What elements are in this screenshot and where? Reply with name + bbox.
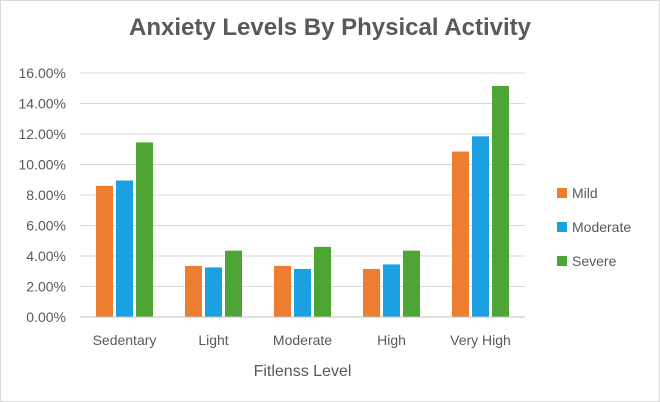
bar-mild-light [185, 265, 202, 317]
chart-title: Anxiety Levels By Physical Activity [129, 14, 531, 41]
y-tick-label: 12.00% [19, 126, 66, 142]
bar-moderate-high [383, 264, 400, 317]
bar-mild-moderate [274, 265, 291, 317]
bar-severe-very-high [492, 85, 509, 318]
x-tick-label: Very High [450, 332, 511, 348]
x-tick-label: Sedentary [93, 332, 157, 348]
x-tick-label: Moderate [273, 332, 332, 348]
y-tick-label: 0.00% [26, 309, 66, 325]
bar-mild-high [363, 268, 380, 317]
x-tick-label: High [377, 332, 406, 348]
bar-mild-very-high [452, 151, 469, 317]
y-tick-label: 10.00% [19, 157, 66, 173]
bar-moderate-light [205, 267, 222, 317]
y-tick-label: 16.00% [19, 65, 66, 81]
legend-swatch-severe [557, 256, 567, 266]
legend-label-mild: Mild [572, 185, 598, 201]
y-tick-label: 14.00% [19, 96, 66, 112]
legend-label-moderate: Moderate [572, 219, 631, 235]
legend-swatch-moderate [557, 222, 567, 232]
y-tick-label: 8.00% [26, 187, 66, 203]
y-tick-label: 6.00% [26, 218, 66, 234]
y-tick-label: 2.00% [26, 279, 66, 295]
legend-label-severe: Severe [572, 253, 617, 269]
x-axis-title: Fitlenss Level [254, 363, 352, 380]
bars [96, 85, 509, 318]
bar-mild-sedentary [96, 185, 113, 317]
x-tick-label: Light [198, 332, 228, 348]
x-axis-ticks: Sedentary Light Moderate High Very High [93, 332, 511, 348]
bar-severe-moderate [314, 246, 331, 317]
bar-moderate-moderate [294, 268, 311, 317]
bar-severe-light [225, 250, 242, 317]
y-axis-ticks: 0.00% 2.00% 4.00% 6.00% 8.00% 10.00% 12.00% 14.… [19, 65, 66, 325]
bar-severe-sedentary [136, 142, 153, 317]
legend: Mild Moderate Severe [557, 185, 631, 269]
bar-moderate-very-high [472, 136, 489, 317]
y-tick-label: 4.00% [26, 248, 66, 264]
gridlines [80, 72, 525, 287]
bar-severe-high [403, 250, 420, 317]
legend-swatch-mild [557, 188, 567, 198]
bar-moderate-sedentary [116, 180, 133, 317]
